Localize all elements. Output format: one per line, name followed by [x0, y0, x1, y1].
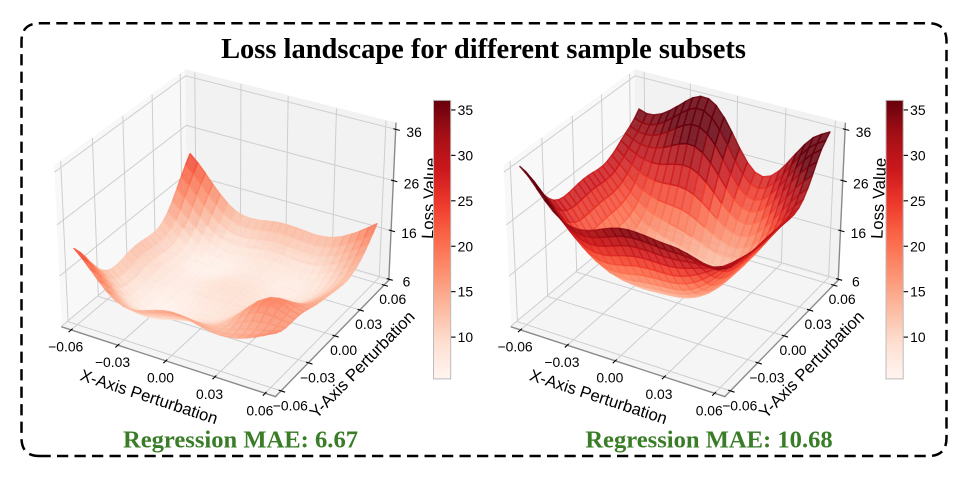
- svg-text:Loss landscape for different s: Loss landscape for different sample subs…: [221, 34, 746, 65]
- svg-text:−0.06: −0.06: [48, 338, 83, 354]
- svg-text:35: 35: [458, 102, 474, 118]
- svg-text:−0.03: −0.03: [300, 369, 335, 385]
- svg-text:0.00: 0.00: [780, 342, 807, 358]
- svg-text:Loss Value: Loss Value: [867, 157, 890, 239]
- svg-text:0.00: 0.00: [596, 370, 623, 386]
- svg-text:16: 16: [851, 225, 867, 241]
- svg-text:36: 36: [856, 124, 872, 140]
- svg-text:−0.06: −0.06: [498, 338, 533, 354]
- svg-text:−0.06: −0.06: [722, 398, 757, 414]
- svg-text:26: 26: [404, 175, 420, 191]
- svg-text:20: 20: [910, 238, 926, 254]
- svg-text:10: 10: [458, 329, 474, 345]
- svg-text:0.03: 0.03: [805, 316, 832, 332]
- svg-text:10: 10: [910, 329, 926, 345]
- svg-text:35: 35: [910, 102, 926, 118]
- svg-text:0.00: 0.00: [147, 370, 174, 386]
- svg-text:26: 26: [853, 175, 869, 191]
- svg-text:−0.06: −0.06: [273, 398, 308, 414]
- svg-text:30: 30: [458, 147, 474, 163]
- svg-text:0.03: 0.03: [645, 386, 672, 402]
- svg-text:6: 6: [403, 274, 411, 290]
- svg-text:6: 6: [852, 274, 860, 290]
- svg-text:16: 16: [401, 225, 417, 241]
- svg-text:0.06: 0.06: [829, 291, 856, 307]
- svg-text:0.06: 0.06: [246, 402, 273, 418]
- svg-text:25: 25: [910, 193, 926, 209]
- svg-text:15: 15: [910, 284, 926, 300]
- svg-text:15: 15: [458, 284, 474, 300]
- svg-text:0.00: 0.00: [330, 342, 357, 358]
- svg-text:36: 36: [406, 124, 422, 140]
- svg-text:−0.03: −0.03: [544, 354, 579, 370]
- svg-text:20: 20: [458, 238, 474, 254]
- svg-text:0.03: 0.03: [196, 386, 223, 402]
- svg-text:30: 30: [910, 147, 926, 163]
- svg-text:0.06: 0.06: [696, 402, 723, 418]
- svg-text:−0.03: −0.03: [749, 369, 784, 385]
- svg-text:0.03: 0.03: [355, 316, 382, 332]
- svg-text:Regression MAE: 10.68: Regression MAE: 10.68: [585, 427, 832, 454]
- svg-text:0.06: 0.06: [379, 291, 406, 307]
- svg-text:25: 25: [458, 193, 474, 209]
- svg-text:Regression MAE: 6.67: Regression MAE: 6.67: [123, 427, 358, 454]
- svg-text:−0.03: −0.03: [95, 354, 130, 370]
